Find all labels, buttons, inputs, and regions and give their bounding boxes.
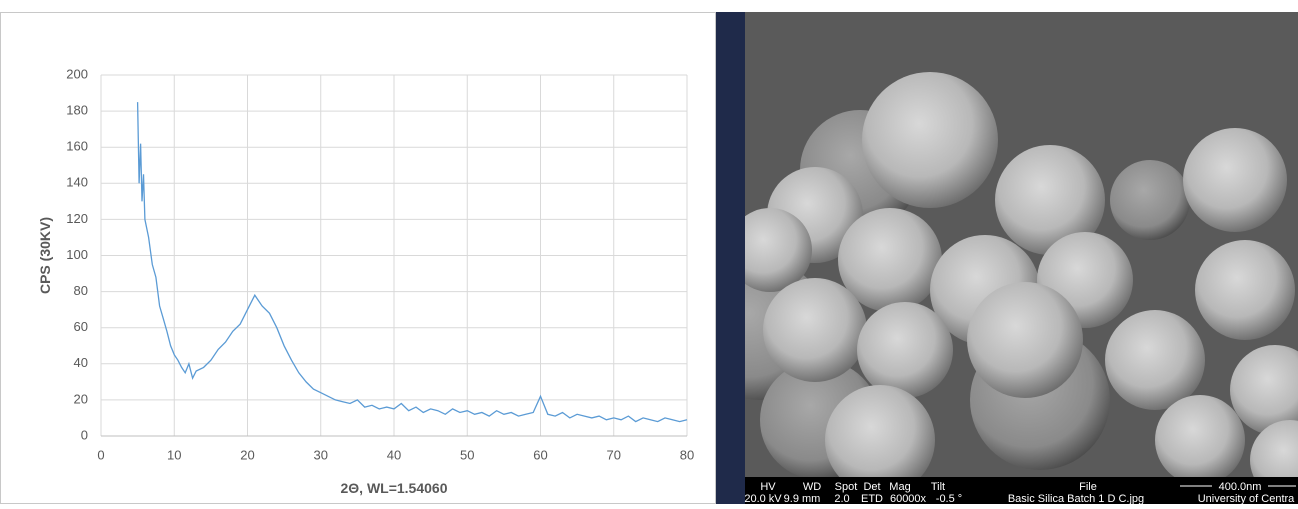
y-tick-label: 180 <box>66 103 88 118</box>
divider-band <box>716 12 745 504</box>
info-value: 20.0 kV <box>744 493 782 504</box>
y-tick-label: 160 <box>66 139 88 154</box>
y-tick-label: 80 <box>74 283 88 298</box>
info-value: University of Centra <box>1198 493 1295 504</box>
info-header: 400.0nm <box>1219 481 1262 493</box>
y-tick-label: 140 <box>66 175 88 190</box>
chart-frame <box>0 12 716 504</box>
info-value: Basic Silica Batch 1 D C.jpg <box>1008 493 1144 504</box>
info-header: Det <box>863 481 880 493</box>
sem-image <box>745 12 1298 477</box>
info-header: Mag <box>889 481 910 493</box>
info-value: 60000x <box>890 493 927 504</box>
info-value: ETD <box>861 493 883 504</box>
x-tick-label: 40 <box>387 447 401 462</box>
y-tick-label: 60 <box>74 319 88 334</box>
info-value: 2.0 <box>834 493 849 504</box>
y-tick-label: 20 <box>74 391 88 406</box>
x-tick-label: 50 <box>460 447 474 462</box>
y-tick-label: 200 <box>66 66 88 81</box>
y-axis-title: CPS (30KV) <box>37 217 53 294</box>
info-header: Spot <box>835 481 858 493</box>
info-value: 9.9 mm <box>784 493 821 504</box>
info-header: Tilt <box>931 481 945 493</box>
y-tick-label: 0 <box>81 427 88 442</box>
y-tick-label: 120 <box>66 211 88 226</box>
info-header: HV <box>760 481 776 493</box>
info-bar <box>745 477 1298 504</box>
x-tick-label: 60 <box>533 447 547 462</box>
info-header: File <box>1079 481 1097 493</box>
x-tick-label: 70 <box>607 447 621 462</box>
data-line <box>136 102 688 423</box>
y-tick-label: 40 <box>74 355 88 370</box>
x-tick-label: 30 <box>314 447 328 462</box>
x-axis-title: 2Θ, WL=1.54060 <box>340 480 447 496</box>
y-tick-label: 100 <box>66 247 88 262</box>
x-tick-label: 0 <box>97 447 104 462</box>
info-header: WD <box>803 481 821 493</box>
x-tick-label: 10 <box>167 447 181 462</box>
x-tick-label: 20 <box>240 447 254 462</box>
info-value: -0.5 ° <box>936 493 962 504</box>
x-tick-label: 80 <box>680 447 694 462</box>
